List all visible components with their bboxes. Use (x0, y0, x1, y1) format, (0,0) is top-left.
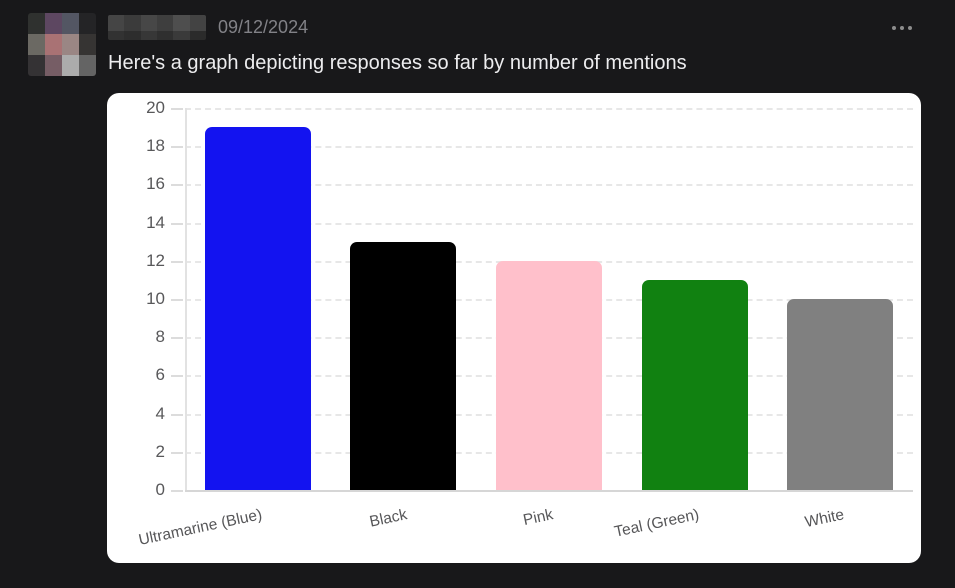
username-pixel (124, 31, 141, 40)
y-tick-label: 2 (155, 441, 165, 461)
y-axis-tick (171, 146, 183, 149)
avatar[interactable] (28, 13, 96, 76)
bar-white (787, 299, 894, 490)
username-pixel (173, 31, 190, 40)
username-pixel (157, 15, 174, 31)
y-tick-label: 8 (155, 327, 165, 347)
avatar-pixel (28, 55, 45, 76)
username-pixel (124, 15, 141, 31)
bar-black (350, 241, 457, 490)
y-tick-label: 4 (155, 403, 165, 423)
y-axis-tick (171, 337, 183, 340)
username-pixel (173, 15, 190, 31)
y-axis-tick (171, 451, 183, 454)
y-axis-tick (171, 108, 183, 110)
chart-image-attachment[interactable]: 0 2 4 6 8 10 12 14 16 18 20 Ultramarine (Blue) Black… (107, 93, 921, 563)
message-timestamp: 09/12/2024 (218, 17, 309, 37)
message-text: Here's a graph depicting responses so fa… (108, 52, 687, 74)
avatar-pixel (79, 55, 96, 76)
avatar-pixel (79, 34, 96, 55)
ellipsis-icon (908, 26, 912, 30)
username-pixel (108, 15, 125, 31)
avatar-pixel (28, 13, 45, 34)
y-axis-tick (171, 375, 183, 378)
chart-plot: 0 2 4 6 8 10 12 14 16 18 20 Ultramarine (Blue) Black… (107, 93, 921, 563)
y-tick-label: 12 (146, 250, 165, 270)
gridline (185, 108, 913, 110)
y-tick-label: 0 (155, 480, 165, 499)
y-tick-label: 10 (146, 289, 165, 308)
username-pixel (189, 15, 206, 31)
y-tick-label: 18 (146, 136, 165, 156)
y-axis-tick (171, 260, 183, 263)
ellipsis-icon (892, 26, 896, 30)
username-pixel (140, 31, 157, 40)
avatar-pixel (62, 13, 79, 34)
message-header: 09/12/2024 (108, 15, 308, 40)
username-pixel (189, 31, 206, 40)
ellipsis-icon (900, 26, 904, 30)
y-axis-tick (171, 184, 183, 187)
y-axis-tick (171, 299, 183, 301)
username-pixel (140, 15, 157, 31)
y-axis-tick (171, 413, 183, 416)
bar-ultramarine-blue (204, 127, 311, 490)
avatar-pixel (28, 34, 45, 55)
more-options-button[interactable] (890, 24, 914, 32)
avatar-pixel (62, 34, 79, 55)
x-axis-line (185, 490, 913, 492)
username-pixel (157, 31, 174, 40)
avatar-pixel (45, 34, 62, 55)
avatar-pixel (79, 13, 96, 34)
avatar-pixel (62, 55, 79, 76)
avatar-pixel (45, 13, 62, 34)
avatar-pixel (45, 55, 62, 76)
y-tick-label: 14 (146, 212, 165, 232)
gridline (185, 184, 913, 187)
y-axis-line (185, 108, 187, 490)
y-axis-tick (171, 222, 183, 225)
bar-teal-green (641, 279, 748, 490)
gridline (185, 222, 913, 225)
y-tick-label: 20 (146, 98, 165, 117)
y-axis-tick (171, 490, 183, 492)
username-pixel (108, 31, 125, 40)
gridline (185, 146, 913, 149)
redacted-username[interactable] (108, 15, 206, 40)
bar-pink (496, 260, 602, 490)
y-tick-label: 6 (155, 365, 165, 385)
y-tick-label: 16 (146, 174, 165, 194)
